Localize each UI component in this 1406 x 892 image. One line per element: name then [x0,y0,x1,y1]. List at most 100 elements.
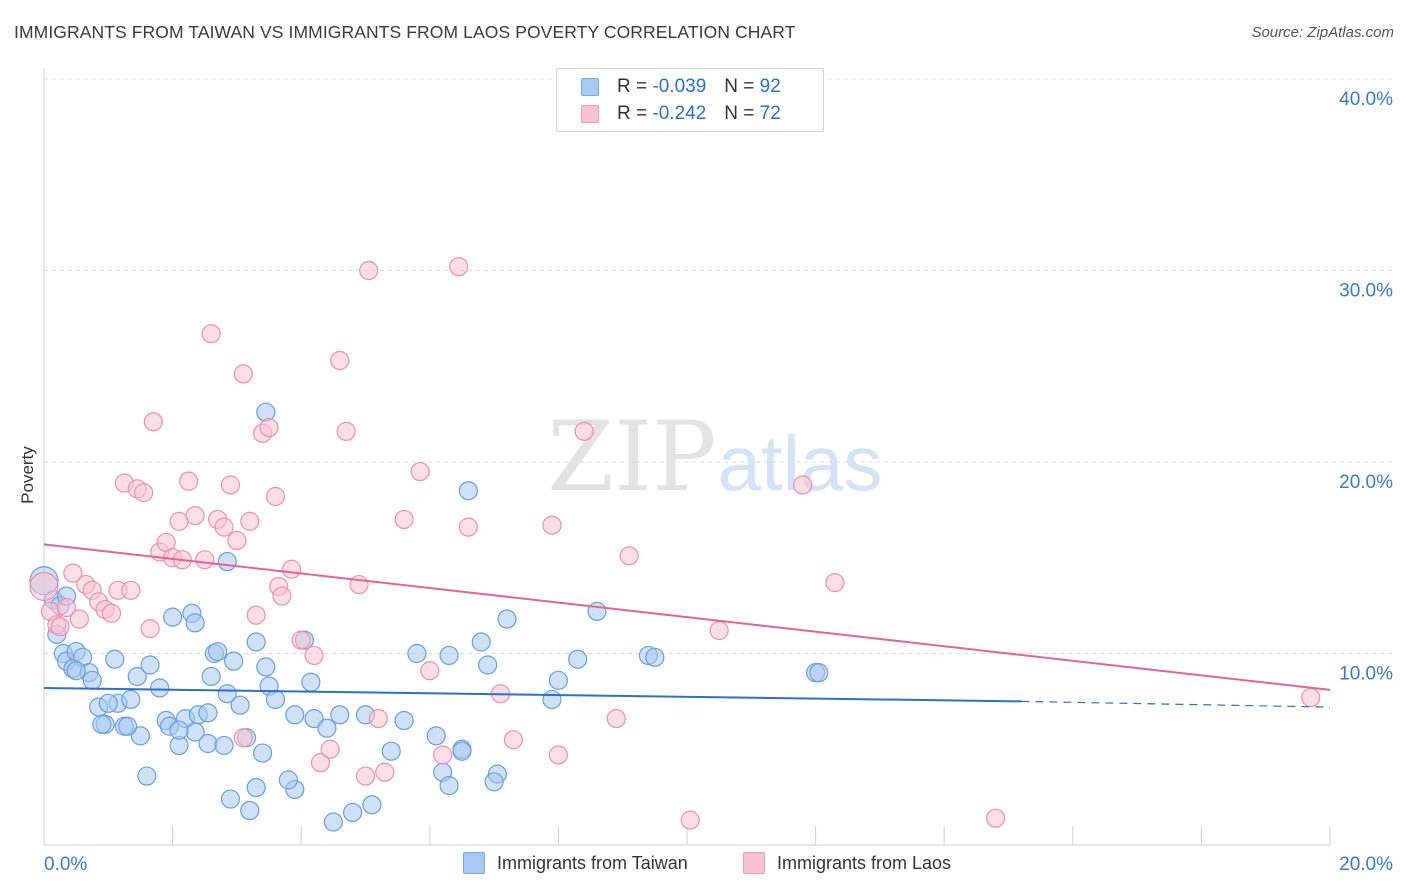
point-taiwan [568,649,588,669]
y-tick-label: 40.0% [1339,89,1393,110]
legend-swatch-laos [743,852,765,874]
point-taiwan [542,689,562,710]
point-taiwan [407,643,427,664]
y-tick-label: 10.0% [1339,664,1393,685]
point-laos [1301,687,1321,708]
point-taiwan [185,722,205,742]
point-taiwan [304,709,324,729]
point-laos [433,745,453,765]
point-laos [246,605,266,625]
point-taiwan [548,670,569,690]
point-laos [825,573,845,593]
legend-n-value: 72 [759,103,781,124]
point-laos [986,808,1006,828]
point-taiwan [497,609,517,629]
point-laos [606,709,626,729]
point-taiwan [317,718,337,738]
legend-item-laos[interactable]: Immigrants from Laos [743,852,951,874]
point-laos [410,461,430,482]
point-laos [259,417,279,438]
point-laos [359,260,379,281]
point-laos [201,324,221,344]
point-taiwan [285,705,305,725]
point-laos [320,739,340,759]
point-taiwan [394,710,414,731]
legend-swatch-laos [581,105,599,123]
legend-n-label: N = [724,76,755,97]
legend-row-laos: R = -0.242 N = 72 [581,101,781,127]
point-laos [143,412,163,432]
point-laos [281,559,302,579]
y-tick-label: 20.0% [1339,472,1393,493]
point-laos [420,661,440,681]
legend-n-label: N = [724,103,755,124]
point-laos [368,709,388,729]
point-laos [233,728,253,748]
point-laos [355,766,376,786]
point-taiwan [426,726,446,746]
point-taiwan [645,647,665,667]
point-taiwan [150,678,170,698]
point-taiwan [214,735,234,756]
y-axis-title: Poverty [18,446,37,504]
point-taiwan [105,649,125,669]
point-laos [503,730,523,750]
point-laos [310,753,331,773]
x-tick-label: 0.0% [44,854,87,875]
legend-row-taiwan: R = -0.039 N = 92 [581,74,781,100]
point-taiwan [246,632,266,652]
legend-item-taiwan[interactable]: Immigrants from Taiwan [463,852,688,874]
point-laos [220,475,241,495]
point-taiwan [458,481,478,501]
point-taiwan [343,802,363,823]
point-taiwan [92,714,112,734]
point-taiwan [140,655,160,675]
point-laos [449,257,469,277]
point-taiwan [265,689,286,710]
legend-label-laos: Immigrants from Laos [777,852,952,873]
point-taiwan [246,777,266,798]
point-laos [63,563,83,583]
legend-r-value: -0.039 [652,76,707,97]
point-laos [240,511,260,531]
legend-r-label: R = [617,103,648,124]
point-taiwan [137,766,157,786]
point-laos [793,475,813,495]
point-taiwan [452,741,472,761]
point-laos [265,486,286,507]
point-laos [134,483,154,503]
point-laos [542,515,562,535]
point-taiwan [439,645,459,666]
legend-n-value: 92 [759,76,781,97]
watermark-zip: ZIP [547,401,716,513]
point-laos [50,617,70,637]
point-laos [272,586,292,606]
point-taiwan [98,693,118,713]
point-laos [179,471,199,491]
point-laos [548,745,569,765]
trend-lines [43,543,1331,708]
point-laos [233,364,253,384]
point-laos [227,530,247,551]
point-laos [574,421,594,441]
point-taiwan [217,684,237,704]
point-taiwan [478,655,498,675]
point-taiwan [240,800,260,821]
point-taiwan [256,657,276,677]
point-taiwan [198,703,218,723]
point-taiwan [163,607,183,627]
point-taiwan [301,672,321,692]
trend-line-laos [43,543,1331,691]
point-taiwan [82,670,102,690]
point-taiwan [127,666,147,687]
series-legend: Immigrants from Taiwan Immigrants from L… [0,852,1406,878]
tick-labels: 10.0% 20.0% 30.0% 40.0% 0.0% 20.0% [44,89,1393,875]
point-taiwan [587,601,607,621]
point-laos [680,810,700,830]
trend-line-taiwan [43,686,1022,703]
point-taiwan [217,551,237,572]
point-taiwan [809,663,829,683]
point-laos [349,574,369,595]
point-laos [375,762,395,782]
